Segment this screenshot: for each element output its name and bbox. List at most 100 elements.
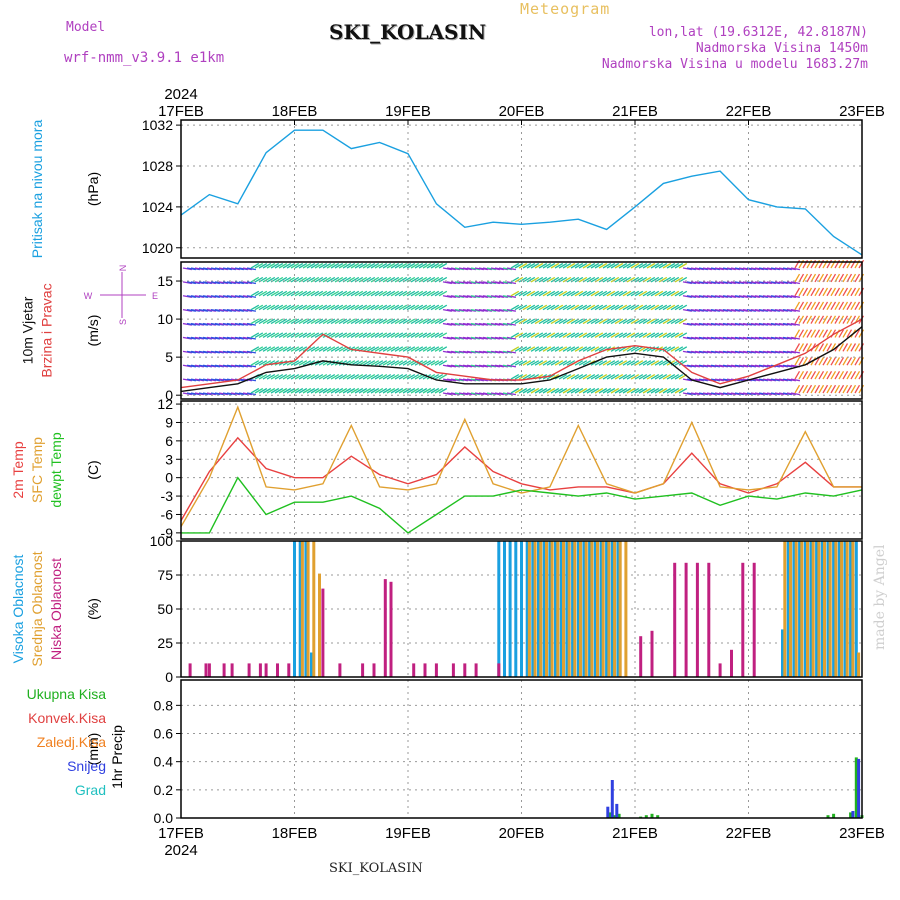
bar-cloud [565, 541, 569, 677]
unit-label-precip: (mm) [85, 733, 101, 766]
ylabel-cloud: Visoka Oblacnost [10, 555, 26, 664]
bar-cloud [306, 541, 310, 677]
panel-frame-cloud [180, 540, 863, 678]
bar-cloud [809, 541, 813, 677]
bar-cloud [857, 652, 861, 677]
bar-cloud [497, 663, 501, 677]
bar-cloud [806, 541, 809, 677]
bar-cloud [792, 541, 796, 677]
bar-cloud [531, 541, 535, 677]
xtick-label-bottom: 18FEB [272, 825, 318, 842]
bar-cloud [474, 663, 478, 677]
elevation-label: Nadmorska Visina 1450m [695, 41, 868, 56]
panel-frame-wind [180, 261, 863, 400]
series-line-temperature-2 [181, 476, 863, 534]
xtick-label-bottom: 17FEB [158, 825, 204, 842]
wind-compass [100, 272, 146, 318]
bar-cloud [695, 562, 699, 677]
bar-precip [617, 813, 621, 818]
bar-precip [610, 780, 614, 818]
bar-cloud [783, 541, 787, 677]
ytick-label-temperature: 12 [157, 396, 173, 412]
bar-precip [854, 757, 858, 818]
bar-cloud [650, 630, 654, 677]
bar-cloud [817, 541, 821, 677]
bar-cloud [718, 663, 722, 677]
bar-cloud [616, 541, 620, 677]
bar-cloud [828, 541, 832, 677]
bar-cloud [571, 541, 575, 677]
bar-cloud [781, 629, 784, 677]
bar-cloud [310, 652, 313, 677]
bar-cloud [815, 541, 819, 677]
year-label-bottom: 2024 [164, 842, 197, 859]
series-line-wind-0 [180, 326, 863, 393]
bar-cloud [843, 541, 847, 677]
unit-label-pressure: (hPa) [85, 172, 101, 206]
bar-cloud [463, 663, 467, 677]
bar-cloud [567, 541, 571, 677]
ylabel-cloud: Niska Oblacnost [48, 558, 64, 660]
bar-cloud [588, 541, 592, 677]
xtick-label-top: 19FEB [385, 103, 431, 120]
ylabel-temperature: 2m Temp [10, 441, 26, 499]
year-label-top: 2024 [164, 86, 197, 103]
bar-cloud [293, 541, 296, 677]
xtick-label-bottom: 22FEB [726, 825, 772, 842]
bar-cloud [389, 581, 393, 677]
wind-barb-field [182, 259, 865, 396]
bar-precip [650, 813, 654, 818]
unit-label-temperature: (C) [85, 460, 101, 479]
bar-cloud [298, 541, 302, 677]
bar-cloud [613, 541, 617, 677]
bar-cloud [423, 663, 427, 677]
ytick-label-pressure: 1032 [142, 117, 173, 133]
bar-precip [615, 803, 619, 818]
bar-cloud [222, 663, 226, 677]
ylabel-temperature: SFC Temp [29, 437, 45, 503]
lonlat-label: lon,lat (19.6312E, 42.8187N) [648, 25, 868, 40]
bar-cloud [789, 541, 792, 677]
bar-cloud [562, 541, 565, 677]
bar-cloud [820, 541, 824, 677]
bar-cloud [576, 541, 580, 677]
legend-item-precip: Ukupna Kisa [27, 686, 107, 702]
bar-precip [851, 811, 855, 818]
bar-cloud [533, 541, 537, 677]
bar-precip [656, 815, 660, 818]
model-elevation-label: Nadmorska Visina u modelu 1683.27m [601, 57, 868, 72]
bar-cloud [845, 541, 849, 677]
ytick-label-cloud: 0 [165, 669, 173, 685]
compass-e: E [152, 291, 158, 301]
credit-watermark: made by Angel [872, 544, 888, 651]
meteogram-label: Meteogram [520, 0, 611, 18]
legend-item-precip: Zaledj.Kisa [37, 734, 106, 750]
ylabel-cloud: Srednja Oblacnost [29, 551, 45, 666]
bar-cloud [556, 541, 560, 677]
unit-label-cloud: (%) [85, 598, 101, 620]
ylabel-wind: 10m Vjetar [20, 296, 36, 364]
grid-temperature [176, 401, 862, 539]
ytick-label-precip: 0.4 [154, 754, 174, 770]
bar-cloud [826, 541, 830, 677]
panel-frame-pressure [180, 119, 863, 259]
bar-cloud [204, 663, 208, 677]
panel-frame-temperature [180, 400, 863, 540]
bar-cloud [258, 663, 262, 677]
bar-cloud [514, 541, 518, 677]
ytick-label-precip: 0.6 [154, 726, 174, 742]
bar-cloud [338, 663, 342, 677]
grid-pressure [176, 120, 862, 258]
bar-cloud [207, 663, 211, 677]
bar-cloud [639, 636, 643, 677]
ytick-label-wind: 15 [157, 273, 173, 289]
ytick-label-cloud: 25 [157, 635, 173, 651]
bar-cloud [800, 541, 804, 677]
ytick-label-precip: 0.8 [154, 697, 174, 713]
ytick-label-temperature: 9 [165, 414, 173, 430]
bar-cloud [752, 562, 756, 677]
ylabel-wind: Brzina i Pravac [39, 283, 55, 377]
series-line-wind-1 [180, 318, 863, 389]
xtick-label-top: 23FEB [839, 103, 885, 120]
